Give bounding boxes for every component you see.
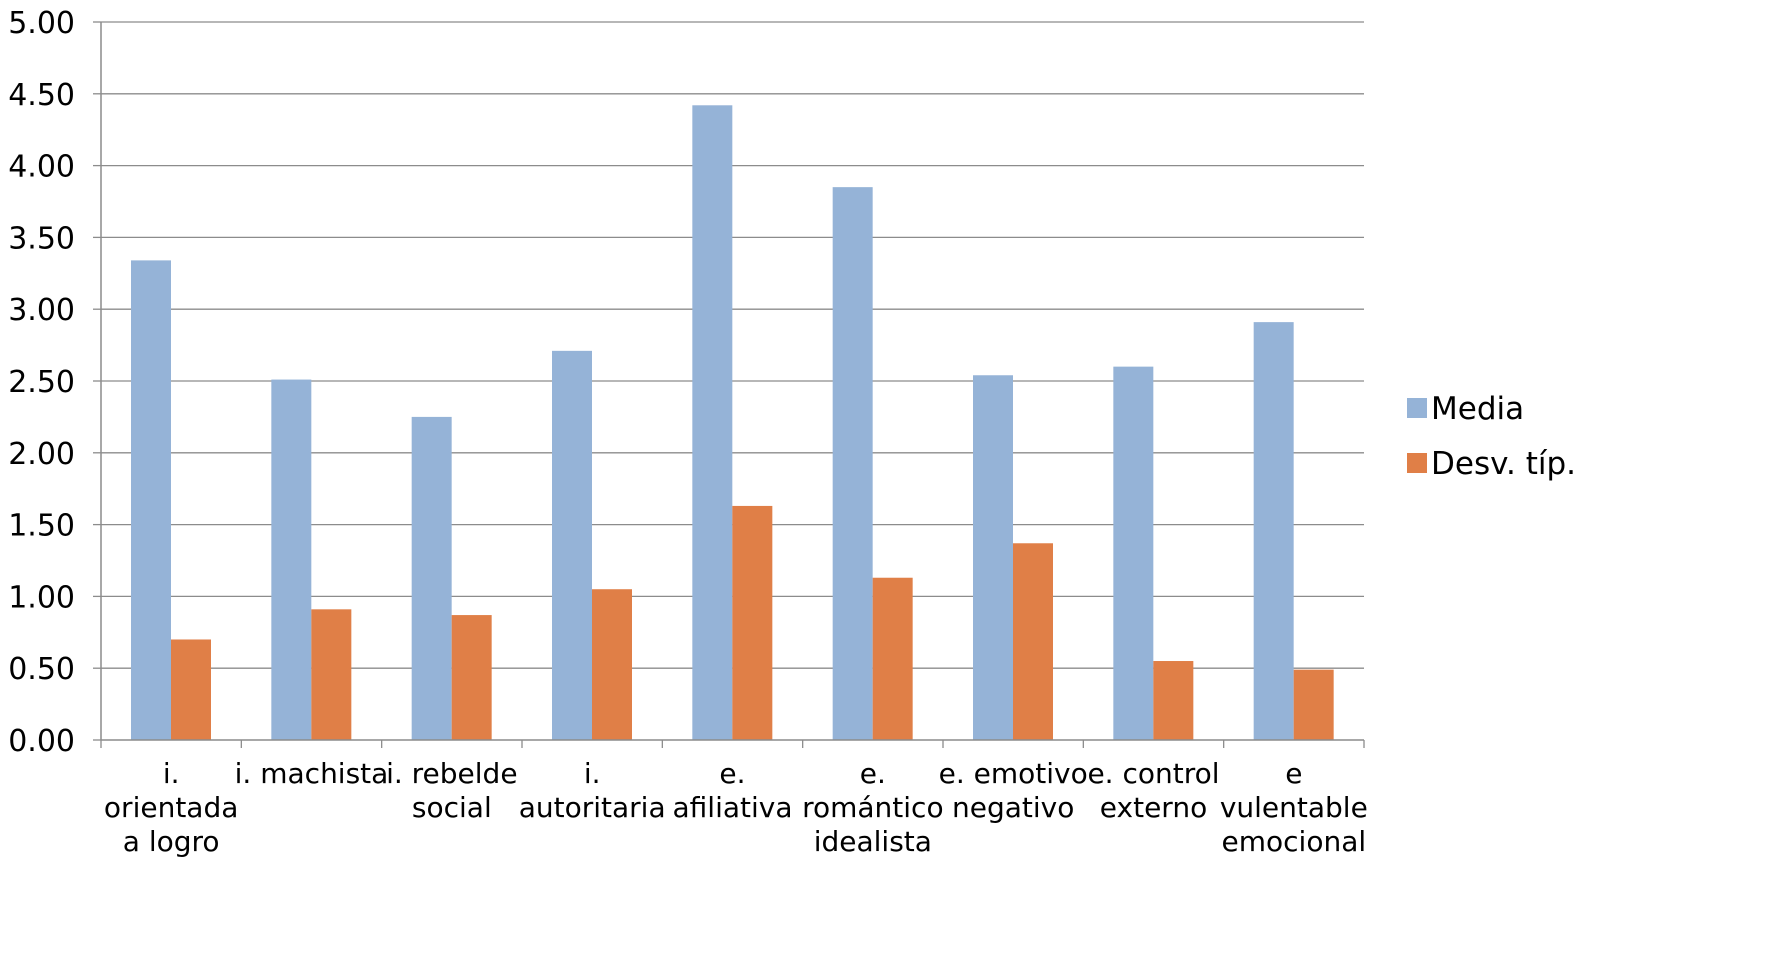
x-tick-label: i. rebelde social: [386, 757, 517, 824]
x-tick-label: i. machista: [235, 757, 389, 790]
y-tick-label: 3.00: [8, 293, 75, 328]
bar-desv-tip: [873, 578, 913, 740]
bar-media: [131, 260, 171, 740]
bar-media: [833, 187, 873, 740]
bar-desv-tip: [1153, 661, 1193, 740]
x-tick-label: e vulentable emocional: [1220, 757, 1368, 858]
bar-media: [271, 380, 311, 740]
y-tick-label: 4.50: [8, 78, 75, 113]
bar-media: [973, 375, 1013, 740]
bars: [131, 105, 1334, 740]
legend-swatch: [1407, 453, 1427, 473]
y-tick-label: 3.50: [8, 221, 75, 256]
x-tick-label: i. orientada a logro: [104, 757, 238, 858]
bar-media: [1254, 322, 1294, 740]
y-tick-label: 0.00: [8, 724, 75, 759]
y-tick-labels: 0.00 0.50 1.00 1.50 2.00 2.50 3.00 3.50 4.00 4.50…: [8, 6, 75, 759]
bar-desv-tip: [732, 506, 772, 740]
bar-media: [552, 351, 592, 740]
y-tick-label: 0.50: [8, 652, 75, 687]
bar-desv-tip: [1013, 543, 1053, 740]
legend-swatch: [1407, 398, 1427, 418]
y-tick-label: 1.50: [8, 509, 75, 544]
y-tick-label: 4.00: [8, 150, 75, 185]
y-tick-label: 2.00: [8, 437, 75, 472]
x-tick-label: e. afiliativa: [673, 757, 793, 824]
y-tick-label: 1.00: [8, 580, 75, 615]
bar-desv-tip: [171, 639, 211, 740]
bar-media: [692, 105, 732, 740]
x-tick-label: i. autoritaria: [519, 757, 666, 824]
y-tick-label: 5.00: [8, 6, 75, 41]
x-tick-label: e. emotivo negativo: [939, 757, 1088, 824]
legend-label: Desv. típ.: [1431, 446, 1576, 482]
bar-desv-tip: [452, 615, 492, 740]
bar-desv-tip: [592, 589, 632, 740]
bar-media: [412, 417, 452, 740]
x-tick-label: e. control externo: [1087, 757, 1219, 824]
legend-label: Media: [1431, 391, 1524, 427]
bar-media: [1113, 367, 1153, 740]
bar-desv-tip: [1294, 670, 1334, 740]
bar-desv-tip: [311, 609, 351, 740]
legend: Media Desv. típ.: [1407, 391, 1576, 482]
y-tick-label: 2.50: [8, 365, 75, 400]
x-tick-label: e. romántico idealista: [802, 757, 944, 858]
